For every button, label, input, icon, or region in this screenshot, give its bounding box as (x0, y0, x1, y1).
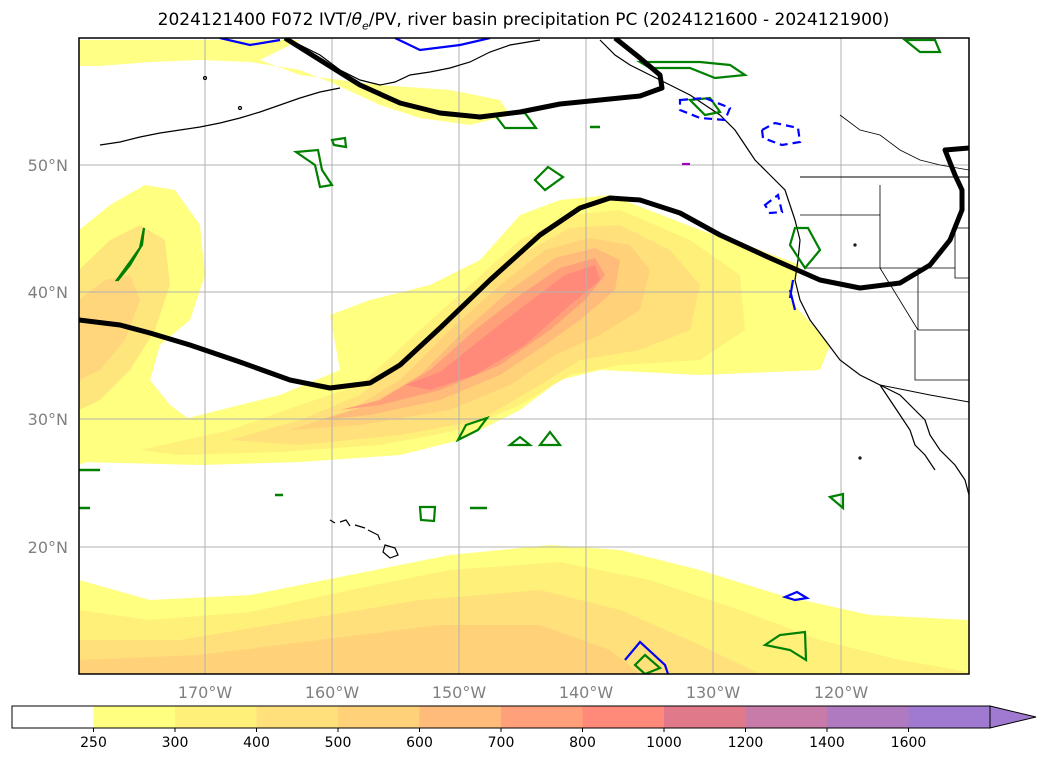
green-contour-2 (292, 148, 334, 189)
green-contour-1 (114, 227, 146, 282)
colorbar-tick-label: 300 (162, 735, 189, 751)
colorbar-tick-label: 400 (243, 735, 270, 751)
pv-contour-line-north (283, 38, 665, 120)
title-theta-sub: e (362, 19, 369, 33)
colorbar-segment (908, 706, 991, 728)
colorbar-segment (12, 706, 94, 728)
ivt-shading (79, 40, 969, 674)
blue-contour-5 (678, 96, 732, 122)
green-contour-14 (633, 653, 663, 674)
green-contour-10 (636, 60, 749, 80)
colorbar-tick-label: 250 (80, 735, 107, 751)
map-area (79, 38, 969, 674)
title-suffix: /PV, river basin precipitation PC (20241… (368, 10, 890, 30)
island-b (237, 105, 243, 111)
green-contour-3 (330, 136, 348, 149)
colorbar-segment (664, 706, 746, 728)
island-d (858, 456, 862, 460)
colorbar-segment (256, 706, 339, 728)
colorbar-tick-label: 1200 (728, 735, 764, 751)
ivt-spot-baja (790, 350, 815, 362)
blue-contour-1 (219, 38, 281, 47)
blue-contour-2 (394, 38, 491, 52)
green-contour-16 (901, 38, 942, 54)
blue-contour-3 (760, 121, 802, 147)
colorbar-segment (93, 706, 176, 728)
colorbar-segment (582, 706, 665, 728)
colorbar-tick-label: 500 (325, 735, 352, 751)
lat-label-40n: 40°N (28, 283, 68, 302)
title-theta: θ (351, 10, 362, 30)
blue-contour-6 (781, 590, 811, 602)
green-contour-8 (537, 430, 563, 447)
colorbar-tick-label: 1600 (891, 735, 927, 751)
lon-label-170w: 170°W (178, 683, 233, 702)
lon-label-130w: 130°W (686, 683, 741, 702)
island-a (202, 75, 208, 81)
green-contour-11 (687, 96, 722, 117)
blue-contour-8 (788, 279, 797, 311)
ivt-region-west-3 (79, 275, 140, 380)
colorbar-segment (338, 706, 420, 728)
lon-label-160w: 160°W (305, 683, 360, 702)
ivt-ar-800 (405, 265, 600, 390)
green-contour-17 (79, 125, 600, 510)
colorbar-tick-label: 600 (406, 735, 433, 751)
lon-label-150w: 150°W (432, 683, 487, 702)
coastline-west-us (794, 219, 969, 496)
island-c (853, 243, 857, 247)
page-title: 2024121400 F072 IVT/θe/PV, river basin p… (0, 10, 1047, 32)
graticule (79, 38, 969, 674)
green-contour-9 (418, 505, 437, 523)
green-contour-6 (455, 415, 490, 443)
green-contour-5 (533, 165, 565, 192)
colorbar-tick-label: 1000 (646, 735, 682, 751)
colorbar-extend-arrow (989, 705, 1037, 729)
coastline-baja (879, 384, 936, 471)
colorbar-segment (827, 706, 909, 728)
ivt-region-south-4 (79, 625, 640, 674)
lat-label-50n: 50°N (28, 156, 68, 175)
colorbar-segment (175, 706, 257, 728)
blue-contour-4 (763, 193, 784, 215)
border-states (800, 185, 969, 381)
coastline-bc (599, 39, 796, 221)
lat-label-20n: 20°N (28, 538, 68, 557)
colorbar-segment (745, 706, 828, 728)
border-alaska-canada (839, 114, 969, 171)
coastline-aleutians (99, 87, 341, 146)
precip-contours (79, 38, 942, 674)
colorbar: 250 300 400 500 600 700 800 1000 1200 1400 1600 (11, 705, 1037, 751)
blue-contour-7 (624, 640, 670, 674)
lat-label-30n: 30°N (28, 410, 68, 429)
green-contour-7 (506, 435, 534, 447)
lat-labels: 50°N 40°N 30°N 20°N (28, 156, 68, 557)
green-contour-13 (762, 630, 808, 663)
colorbar-tick-label: 800 (569, 735, 596, 751)
lon-label-120w: 120°W (814, 683, 869, 702)
colorbar-segment (419, 706, 502, 728)
pv-contour-line (79, 145, 969, 391)
lon-labels: 170°W 160°W 150°W 140°W 130°W 120°W (178, 683, 869, 702)
colorbar-tick-label: 700 (488, 735, 515, 751)
title-prefix: 2024121400 F072 IVT/ (157, 10, 352, 30)
map-frame (78, 37, 970, 675)
colorbar-tick-label: 1400 (809, 735, 845, 751)
green-contour-15 (827, 492, 845, 511)
lon-label-140w: 140°W (559, 683, 614, 702)
green-contour-12 (788, 226, 822, 270)
coastline-hawaii (329, 519, 399, 559)
border-us-mexico (879, 384, 969, 403)
colorbar-segment (501, 706, 583, 728)
